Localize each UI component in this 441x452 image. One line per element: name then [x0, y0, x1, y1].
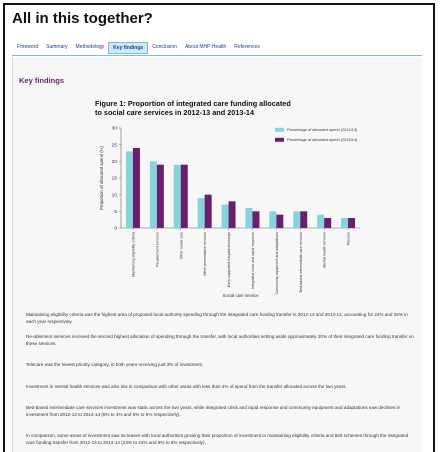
- x-tick-label: Early supported hospital discharge: [227, 232, 231, 287]
- funding-bar-chart: 0 5 10 15 20 25 30 Proportion of allocated spen…: [85, 118, 425, 302]
- bar-2013-14: [276, 215, 283, 228]
- tab-about[interactable]: About MHP Health: [181, 42, 230, 54]
- y-tick-label: 0: [114, 226, 117, 232]
- x-tick-label: Integrated crisis and rapid response: [251, 232, 255, 289]
- bar-2012-13: [222, 205, 229, 228]
- bar-2013-14: [157, 165, 164, 228]
- legend-swatch-1: [275, 128, 284, 132]
- tab-underline: [12, 55, 422, 56]
- bar-2012-13: [293, 211, 300, 228]
- x-tick-label: Bed-based intermediate care services: [299, 232, 303, 293]
- bar-2012-13: [174, 165, 181, 228]
- section-heading: Key findings: [19, 76, 64, 85]
- bar-2013-14: [300, 211, 307, 228]
- x-tick-label: Telecare: [347, 232, 351, 246]
- x-tick-label: Other preventative services: [203, 232, 207, 276]
- y-tick-label: 25: [112, 142, 118, 148]
- y-tick-label: 20: [112, 159, 118, 165]
- finding-paragraph-5: Bed-based intermediate care services inv…: [26, 404, 418, 418]
- legend-label-1: Percentage of allocated spend (2012/13): [287, 127, 358, 132]
- x-tick-label: Mental health services: [323, 232, 327, 268]
- page-title: All in this together?: [12, 10, 153, 27]
- bar-2013-14: [348, 218, 355, 228]
- legend-label-2: Percentage of allocated spend (2013/14): [287, 137, 358, 142]
- tab-foreword[interactable]: Foreword: [13, 42, 42, 54]
- finding-paragraph-6: In comparison, some areas of investment …: [26, 432, 418, 446]
- figure-title-line-2: to social care services in 2012-13 and 2…: [95, 108, 365, 117]
- tab-bar: Foreword Summary Methodology Key finding…: [13, 42, 264, 54]
- finding-paragraph-3: Telecare was the lowest priority categor…: [26, 361, 418, 368]
- y-tick-label: 15: [112, 176, 118, 182]
- y-tick-label: 5: [114, 209, 117, 215]
- y-axis-label: Proportion of allocated spend (%): [99, 146, 104, 210]
- x-tick-label: Community equipment and adaptations: [275, 232, 279, 295]
- bar-2012-13: [341, 218, 348, 228]
- legend-swatch-2: [275, 138, 284, 142]
- bar-2013-14: [252, 211, 259, 228]
- tab-key-findings[interactable]: Key findings: [108, 42, 148, 54]
- figure-title: Figure 1: Proportion of integrated care …: [95, 99, 365, 117]
- bar-2012-13: [150, 161, 157, 228]
- y-tick-label: 30: [112, 126, 118, 132]
- x-axis-label: Social care service: [222, 293, 259, 298]
- finding-paragraph-4: Investment in mental health services was…: [26, 383, 418, 390]
- bar-2012-13: [269, 211, 276, 228]
- bar-2012-13: [317, 215, 324, 228]
- bar-2013-14: [229, 201, 236, 228]
- finding-paragraph-2: Re-ablement services received the second…: [26, 333, 418, 347]
- bar-2013-14: [181, 165, 188, 228]
- x-tick-label: Re-ablement services: [155, 232, 159, 267]
- tab-methodology[interactable]: Methodology: [72, 42, 109, 54]
- bar-2012-13: [245, 208, 252, 228]
- x-tick-label: Maintaining eligibility criteria: [131, 232, 135, 277]
- bar-2013-14: [205, 195, 212, 228]
- figure-title-line-1: Figure 1: Proportion of integrated care …: [95, 99, 365, 108]
- tab-conclusion[interactable]: Conclusion: [148, 42, 181, 54]
- tab-summary[interactable]: Summary: [42, 42, 71, 54]
- tab-references[interactable]: References: [230, 42, 264, 54]
- bar-2012-13: [198, 198, 205, 228]
- bar-2013-14: [133, 148, 140, 228]
- finding-paragraph-1: Maintaining eligibility criteria was the…: [26, 311, 418, 325]
- bar-2012-13: [126, 151, 133, 228]
- y-tick-label: 10: [112, 192, 118, 198]
- bar-2013-14: [324, 218, 331, 228]
- x-tick-label: Other social care: [179, 232, 183, 259]
